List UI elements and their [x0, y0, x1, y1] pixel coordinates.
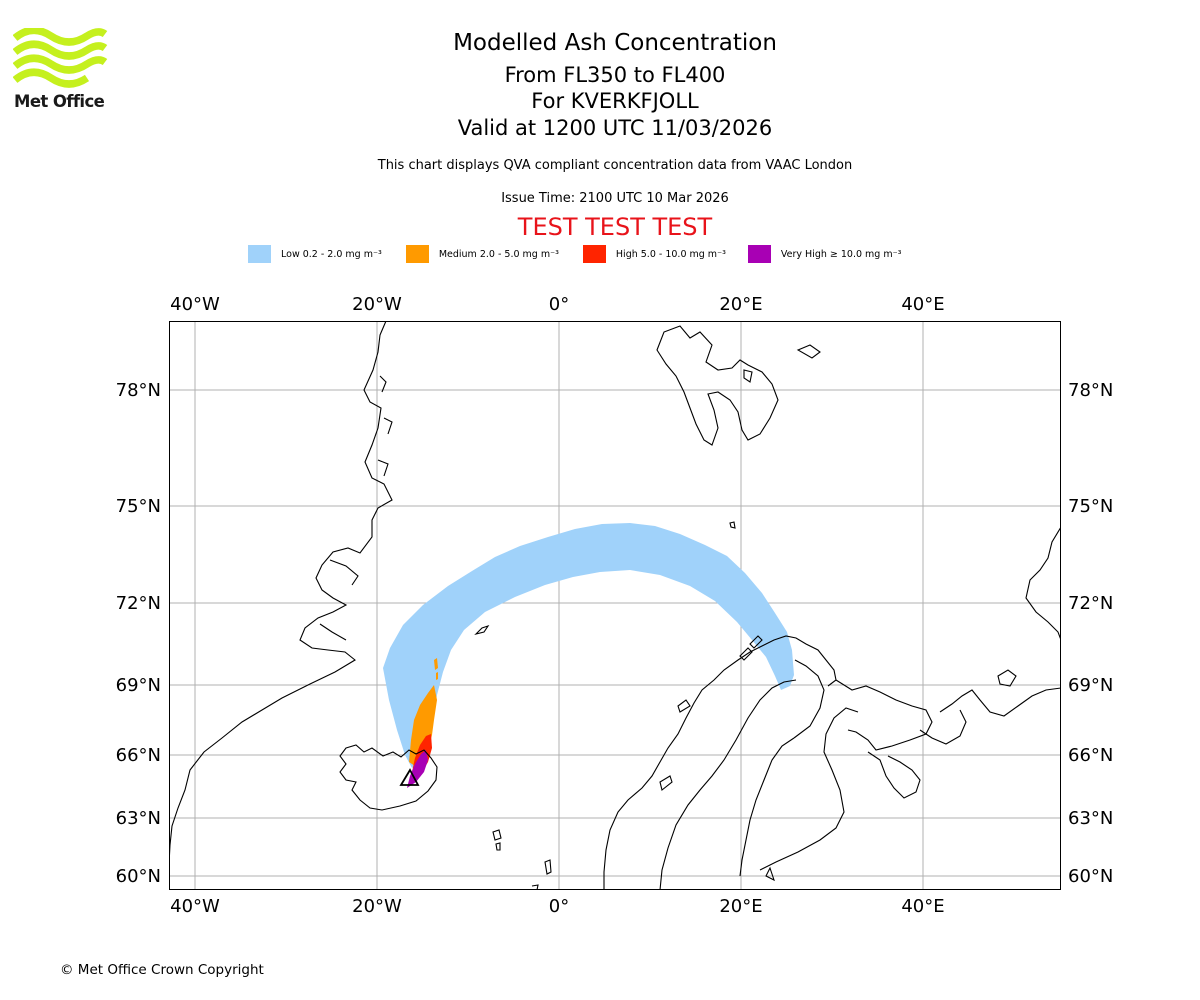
sweden-coast	[739, 737, 795, 877]
lon-tick-label-bottom: 40°W	[170, 896, 220, 917]
legend-swatch-low	[248, 245, 271, 263]
greenland-fjord	[383, 417, 393, 435]
ash-very-high-concentration-area	[407, 750, 428, 788]
svalbard-east-island	[796, 344, 821, 359]
kanin-peninsula	[939, 687, 1061, 717]
map-frame	[169, 321, 1061, 890]
lon-tick-label-bottom: 0°	[549, 896, 569, 917]
greenland-east-coast	[169, 321, 393, 865]
norway-coast	[603, 635, 837, 890]
orkney-islands	[531, 884, 539, 890]
russia-coast	[835, 679, 933, 751]
svalbard	[656, 325, 779, 446]
norway-sweden-border	[659, 679, 797, 890]
legend-label-very-high: Very High ≥ 10.0 mg m⁻³	[780, 248, 902, 260]
legend-item-high: High 5.0 - 10.0 mg m⁻³	[582, 245, 726, 263]
svalbard-islet	[743, 369, 753, 383]
test-banner: TEST TEST TEST	[517, 213, 713, 241]
greenland-fjord	[329, 559, 359, 586]
logo-text: Met Office	[14, 92, 105, 111]
lat-tick-label-right: 75°N	[1068, 496, 1113, 517]
legend-item-very-high: Very High ≥ 10.0 mg m⁻³	[747, 245, 902, 263]
ash-medium-concentration-area	[409, 685, 437, 768]
lat-tick-label-left: 78°N	[116, 380, 161, 401]
lat-tick-label-left: 60°N	[116, 866, 161, 887]
lon-tick-label-top: 40°W	[170, 294, 220, 315]
bear-island	[729, 521, 736, 529]
finland-coast	[759, 707, 859, 871]
lat-tick-label-left: 66°N	[116, 745, 161, 766]
map-content	[169, 321, 1061, 890]
met-office-wave-icon	[12, 26, 108, 88]
shetland-islands	[544, 859, 552, 875]
greenland-fjord	[377, 459, 389, 477]
met-office-logo: Met Office	[12, 26, 108, 112]
greenland-fjord	[319, 623, 347, 641]
valid-time: Valid at 1200 UTC 11/03/2026	[457, 116, 773, 140]
iceland-coast	[339, 744, 438, 811]
legend-item-medium: Medium 2.0 - 5.0 mg m⁻³	[405, 245, 559, 263]
lat-tick-label-right: 63°N	[1068, 808, 1113, 829]
gotland	[765, 866, 775, 882]
lon-tick-label-bottom: 40°E	[901, 896, 944, 917]
lat-tick-label-left: 72°N	[116, 593, 161, 614]
lat-tick-label-left: 63°N	[116, 808, 161, 829]
greenland-fjord	[379, 375, 387, 393]
norway-islands	[677, 699, 691, 713]
chart-subtitle: This chart displays QVA compliant concen…	[377, 158, 853, 173]
copyright-notice: © Met Office Crown Copyright	[60, 962, 264, 978]
chart-title: Modelled Ash Concentration	[453, 30, 777, 56]
faroe-islands	[495, 842, 501, 851]
jan-mayen	[474, 624, 490, 636]
finland-border	[793, 659, 825, 739]
axis-labels: 40°W 40°W 20°W 20°W 0° 0° 20°E 20°E 40°E 40°E 78°N…	[116, 294, 1114, 917]
lat-tick-label-right: 72°N	[1068, 593, 1113, 614]
lon-tick-label-top: 20°W	[352, 294, 402, 315]
lat-tick-label-left: 75°N	[116, 496, 161, 517]
kolguyev-island	[997, 669, 1017, 687]
white-sea	[867, 751, 921, 799]
graticule	[169, 321, 1061, 890]
russia-east-coast	[919, 709, 967, 745]
lon-tick-label-top: 0°	[549, 294, 569, 315]
lon-tick-label-top: 40°E	[901, 294, 944, 315]
legend-label-low: Low 0.2 - 2.0 mg m⁻³	[281, 248, 382, 260]
legend-label-high: High 5.0 - 10.0 mg m⁻³	[615, 248, 726, 260]
lat-tick-label-right: 60°N	[1068, 866, 1113, 887]
novaya-zemlya	[1025, 526, 1061, 641]
faroe-islands	[492, 829, 502, 841]
legend-label-medium: Medium 2.0 - 5.0 mg m⁻³	[438, 248, 559, 260]
legend-swatch-high	[582, 245, 606, 263]
legend-item-low: Low 0.2 - 2.0 mg m⁻³	[248, 245, 382, 263]
norway-islands	[739, 647, 753, 661]
legend-swatch-very-high	[747, 245, 771, 263]
volcano-name: For KVERKFJOLL	[531, 89, 699, 113]
legend-swatch-medium	[405, 245, 429, 263]
coastlines	[169, 321, 1061, 890]
ash-low-concentration-area	[383, 523, 794, 768]
norway-islands	[659, 775, 673, 791]
ash-medium-patch	[434, 658, 438, 670]
lon-tick-label-bottom: 20°E	[719, 896, 762, 917]
lat-tick-label-left: 69°N	[116, 675, 161, 696]
lat-tick-label-right: 69°N	[1068, 675, 1113, 696]
norway-islands	[749, 635, 763, 649]
volcano-marker-triangle-icon	[399, 768, 420, 786]
lon-tick-label-top: 20°E	[719, 294, 762, 315]
flight-level-range: From FL350 to FL400	[504, 63, 726, 87]
ash-medium-patch	[436, 672, 438, 680]
lat-tick-label-right: 78°N	[1068, 380, 1113, 401]
lat-tick-label-right: 66°N	[1068, 745, 1113, 766]
issue-time: Issue Time: 2100 UTC 10 Mar 2026	[501, 191, 729, 206]
lon-tick-label-bottom: 20°W	[352, 896, 402, 917]
legend: Low 0.2 - 2.0 mg m⁻³ Medium 2.0 - 5.0 mg…	[248, 244, 901, 264]
